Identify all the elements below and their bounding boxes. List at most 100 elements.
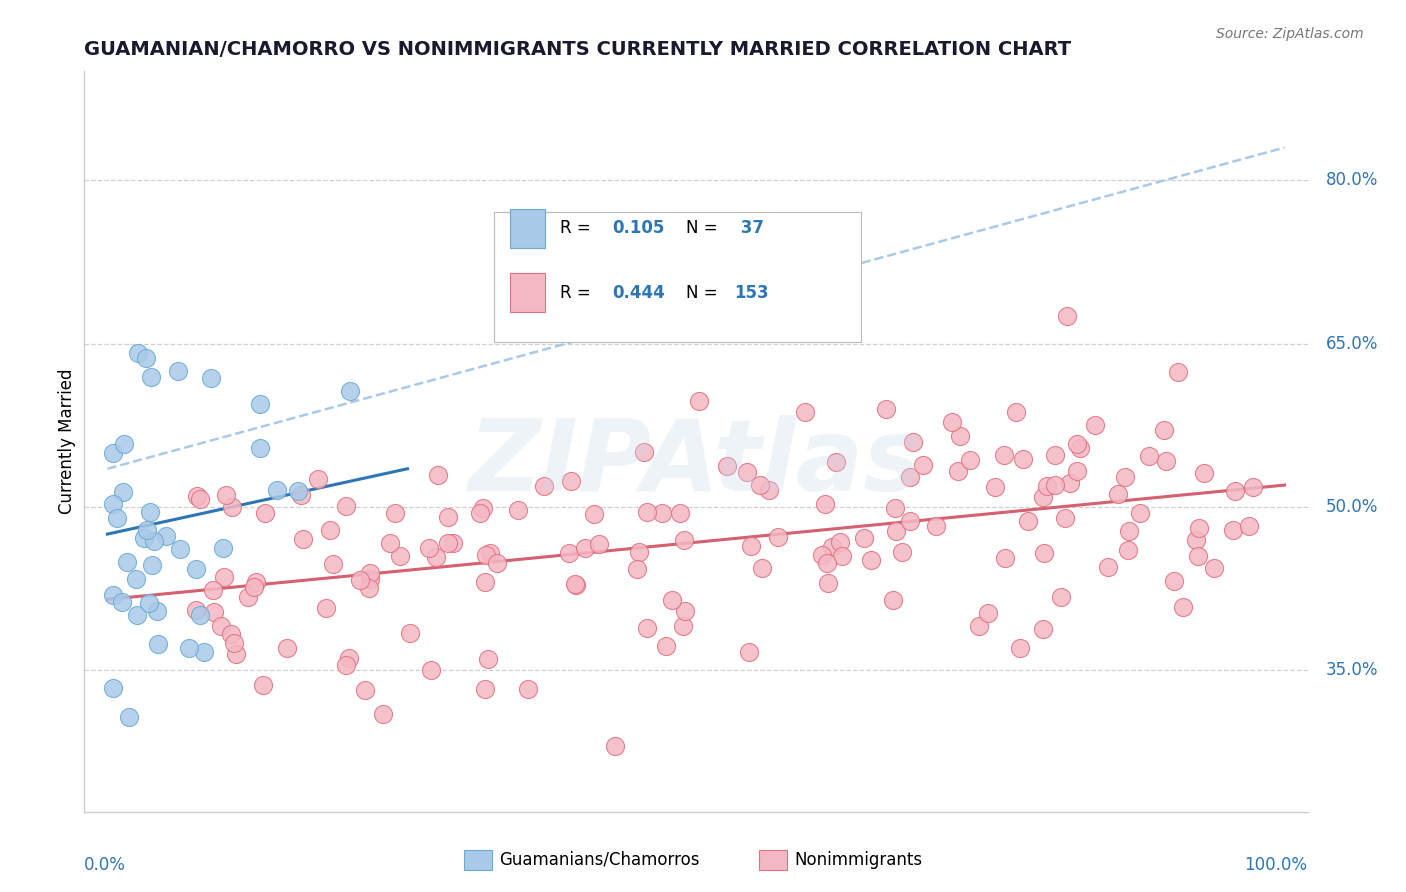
Point (628, 545, 651, 559)
Point (901, 435, 924, 450)
Point (339, 384, 361, 399)
Point (1114, 470, 1136, 484)
Point (673, 604, 696, 618)
Point (716, 458, 738, 473)
Point (564, 576, 586, 591)
Point (335, 657, 357, 672)
Point (1056, 309, 1078, 323)
Point (1066, 436, 1088, 450)
Point (830, 535, 852, 549)
Point (1163, 574, 1185, 588)
Point (875, 402, 897, 417)
Point (1008, 641, 1031, 656)
Point (117, 555, 139, 569)
Point (1069, 441, 1091, 455)
Text: 80.0%: 80.0% (1326, 171, 1378, 189)
Text: N =: N = (686, 284, 723, 301)
Point (817, 576, 839, 591)
Point (357, 581, 380, 595)
Point (898, 514, 921, 528)
Point (1005, 405, 1028, 419)
Point (814, 497, 837, 511)
Y-axis label: Currently Married: Currently Married (58, 368, 76, 515)
Point (1045, 449, 1067, 463)
Point (245, 575, 267, 590)
Point (103, 588, 125, 602)
Point (794, 405, 817, 419)
Point (976, 607, 998, 621)
Point (188, 607, 211, 622)
Point (574, 541, 596, 555)
Point (1043, 478, 1066, 492)
Point (925, 519, 948, 533)
Point (882, 592, 904, 607)
Point (1153, 423, 1175, 437)
Point (860, 553, 883, 567)
Point (946, 464, 969, 478)
Text: 37: 37 (734, 219, 763, 237)
Point (335, 499, 357, 513)
Point (738, 645, 761, 659)
Text: ZIPAtlas: ZIPAtlas (468, 416, 924, 512)
Point (890, 544, 912, 558)
Point (471, 500, 494, 515)
Point (468, 507, 491, 521)
Point (884, 501, 907, 516)
Point (209, 618, 232, 632)
Point (200, 371, 222, 385)
Point (1053, 511, 1076, 525)
Point (349, 574, 371, 588)
Point (103, 497, 125, 511)
Text: 100.0%: 100.0% (1244, 856, 1308, 874)
Point (188, 491, 211, 506)
FancyBboxPatch shape (510, 274, 546, 312)
Point (825, 455, 848, 469)
Point (831, 549, 853, 564)
Point (378, 536, 401, 550)
Point (1167, 366, 1189, 380)
Point (1032, 546, 1054, 560)
Point (1154, 454, 1177, 468)
Point (967, 619, 990, 633)
Point (132, 532, 155, 546)
Point (186, 489, 208, 503)
Point (949, 428, 972, 442)
Point (1185, 533, 1208, 547)
Point (517, 682, 540, 697)
Point (287, 484, 309, 499)
Point (810, 548, 832, 562)
Point (1202, 560, 1225, 574)
Point (398, 626, 420, 640)
Point (384, 506, 406, 520)
Point (669, 506, 692, 520)
Point (583, 507, 606, 521)
Point (1192, 467, 1215, 481)
Point (291, 532, 314, 546)
Point (533, 478, 555, 492)
Point (249, 442, 271, 456)
Point (994, 550, 1017, 565)
Point (193, 645, 215, 659)
Point (135, 351, 157, 365)
Point (219, 627, 242, 641)
Point (252, 677, 274, 691)
Point (508, 503, 530, 517)
Point (1036, 479, 1059, 493)
Point (103, 446, 125, 460)
Point (671, 619, 693, 633)
Point (359, 566, 381, 581)
Point (441, 536, 464, 550)
Point (737, 465, 759, 479)
Point (1097, 559, 1119, 574)
Point (337, 651, 360, 665)
FancyBboxPatch shape (510, 209, 546, 248)
Point (125, 572, 148, 586)
Point (1222, 524, 1244, 538)
Point (758, 483, 780, 498)
Text: 153: 153 (734, 284, 769, 301)
Point (1118, 524, 1140, 538)
Point (560, 474, 582, 488)
Point (307, 472, 329, 486)
Point (941, 415, 963, 429)
Point (673, 533, 696, 548)
